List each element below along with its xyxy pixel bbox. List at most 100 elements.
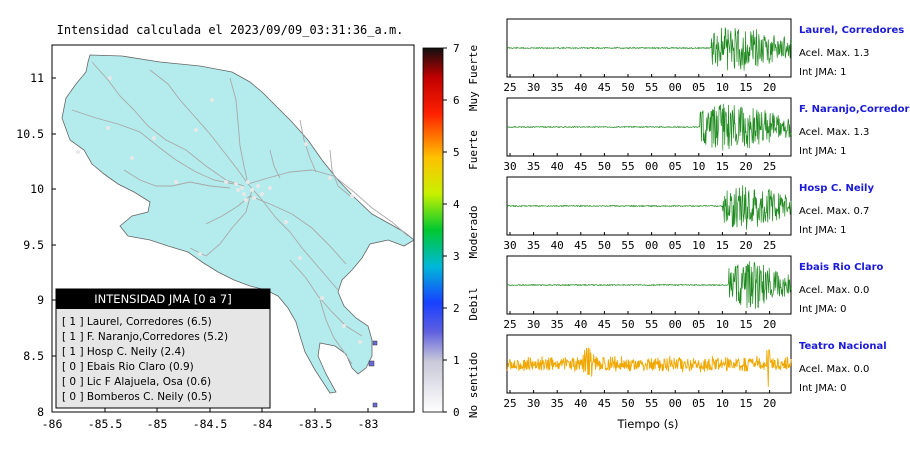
town-markers bbox=[76, 76, 362, 344]
seismogram-x-tick-label: 30 bbox=[527, 81, 540, 94]
seismogram-x-tick-label: 55 bbox=[645, 397, 658, 410]
seismogram-x-tick-label: 55 bbox=[621, 239, 634, 252]
colorbar-ticks: 0 1 2 3 4 5 6 7 bbox=[443, 42, 460, 419]
seismogram-x-tick-label: 40 bbox=[574, 81, 587, 94]
seismogram-x-tick-label: 10 bbox=[716, 397, 729, 410]
colorbar-tick-label: 4 bbox=[453, 198, 460, 211]
road-network bbox=[71, 61, 409, 365]
map-x-tick-label: -83.5 bbox=[298, 417, 333, 431]
colorbar-tick-label: 7 bbox=[453, 42, 460, 55]
seismogram-x-tick-label: 45 bbox=[574, 239, 587, 252]
time-axis-label: Tiempo (s) bbox=[616, 417, 678, 431]
seismogram-x-tick-label: 10 bbox=[692, 160, 705, 173]
seismogram-x-tick-label: 45 bbox=[598, 318, 611, 331]
seismogram-x-tick-label: 20 bbox=[763, 81, 776, 94]
seismogram-x-tick-label: 50 bbox=[621, 81, 634, 94]
seismogram-x-tick-label: 35 bbox=[551, 81, 564, 94]
seismogram-x-tick-label: 25 bbox=[503, 318, 516, 331]
legend-title: INTENSIDAD JMA [0 a 7] bbox=[94, 292, 231, 306]
seismogram-panel: 25 30 35 40 45 50 55 00 05 10 15 20 Laurel, Corredor… bbox=[503, 18, 904, 94]
map-y-tick-label: 8.5 bbox=[23, 349, 44, 363]
colorbar-category-label: No sentido bbox=[467, 352, 480, 418]
colorbar-tick-label: 5 bbox=[453, 146, 460, 159]
legend-item: [ 1 ] F. Naranjo,Corredores (5.2) bbox=[62, 331, 228, 343]
station-int-jma: Int JMA: 1 bbox=[799, 225, 847, 236]
seismogram-panels: 25 30 35 40 45 50 55 00 05 10 15 20 Laurel, Corredor… bbox=[503, 18, 910, 410]
intensity-legend: INTENSIDAD JMA [0 a 7] [ 1 ] Laurel, Cor… bbox=[55, 288, 271, 409]
seismogram-x-tick-label: 45 bbox=[598, 397, 611, 410]
seismogram-x-tick-label: 30 bbox=[527, 397, 540, 410]
seismogram-x-tick-label: 05 bbox=[692, 81, 705, 94]
map-y-tick-label: 9.5 bbox=[23, 238, 44, 252]
seismogram-x-tick-label: 25 bbox=[503, 81, 516, 94]
seismogram-x-tick-label: 10 bbox=[716, 81, 729, 94]
map-x-tick-label: -84.5 bbox=[193, 417, 228, 431]
legend-header bbox=[56, 289, 270, 309]
seismogram-x-tick-label: 15 bbox=[739, 397, 752, 410]
station-int-jma: Int JMA: 1 bbox=[799, 67, 847, 78]
map-y-tick-label: 10.5 bbox=[16, 127, 44, 141]
station-name: Hosp C. Neily bbox=[799, 183, 874, 194]
seismogram-panel: 25 30 35 40 45 50 55 00 05 10 15 20 Teatro Nacional A… bbox=[503, 334, 887, 410]
seismogram-x-tick-label: 40 bbox=[551, 160, 564, 173]
colorbar-tick-label: 6 bbox=[453, 94, 460, 107]
station-name: Teatro Nacional bbox=[799, 341, 887, 352]
station-acel-max: Acel. Max. 0.7 bbox=[799, 206, 869, 217]
seismogram-x-tick-label: 55 bbox=[621, 160, 634, 173]
seismogram-x-tick-label: 50 bbox=[598, 160, 611, 173]
seismogram-x-tick-label: 15 bbox=[739, 81, 752, 94]
station-name: F. Naranjo,Corredores bbox=[799, 104, 910, 115]
legend-item: [ 0 ] Ebais Rio Claro (0.9) bbox=[62, 361, 194, 373]
station-acel-max: Acel. Max. 1.3 bbox=[799, 48, 869, 59]
colorbar-category-label: Muy Fuerte bbox=[467, 45, 480, 111]
map-y-tick-label: 8 bbox=[37, 405, 44, 419]
colorbar-category-label: Debil bbox=[467, 287, 480, 320]
seismogram-x-tick-label: 20 bbox=[763, 397, 776, 410]
station-acel-max: Acel. Max. 0.0 bbox=[799, 285, 869, 296]
seismogram-x-tick-label: 25 bbox=[503, 397, 516, 410]
seismogram-x-tick-label: 50 bbox=[621, 397, 634, 410]
seismogram-x-tick-label: 10 bbox=[692, 239, 705, 252]
seismogram-x-tick-label: 10 bbox=[716, 318, 729, 331]
map-y-tick-label: 11 bbox=[30, 71, 44, 85]
map-title: Intensidad calculada el 2023/09/09_03:31… bbox=[57, 23, 404, 37]
map-x-tick-label: -85.5 bbox=[88, 417, 123, 431]
seismogram-x-tick-label: 00 bbox=[669, 397, 682, 410]
seismogram-x-tick-label: 50 bbox=[621, 318, 634, 331]
seismogram-x-tick-label: 40 bbox=[574, 318, 587, 331]
intensity-map: Intensidad calculada el 2023/09/09_03:31… bbox=[16, 23, 415, 431]
station-int-jma: Int JMA: 0 bbox=[799, 383, 847, 394]
seismogram-x-tick-label: 30 bbox=[503, 239, 516, 252]
seismogram-x-tick-label: 20 bbox=[739, 160, 752, 173]
seismogram-x-tick-label: 20 bbox=[739, 239, 752, 252]
seismogram-panel: 30 35 40 45 50 55 00 05 10 15 20 25 F. Naranjo,Corre… bbox=[503, 97, 910, 173]
seismogram-panel: 25 30 35 40 45 50 55 00 05 10 15 20 Ebais Rio Claro A… bbox=[503, 255, 884, 331]
colorbar-category-label: Moderado bbox=[467, 206, 480, 259]
seismogram-x-tick-label: 40 bbox=[551, 239, 564, 252]
map-y-tick-label: 10 bbox=[30, 182, 44, 196]
seismogram-x-tick-label: 15 bbox=[716, 160, 729, 173]
seismogram-x-tick-label: 20 bbox=[763, 318, 776, 331]
seismogram-x-tick-label: 45 bbox=[574, 160, 587, 173]
map-y-tick-label: 9 bbox=[37, 293, 44, 307]
colorbar-tick-label: 0 bbox=[453, 406, 460, 419]
seismogram-x-tick-label: 05 bbox=[692, 318, 705, 331]
seismogram-x-tick-label: 15 bbox=[716, 239, 729, 252]
map-x-tick-label: -85 bbox=[147, 417, 168, 431]
colorbar-tick-label: 1 bbox=[453, 354, 460, 367]
seismogram-x-tick-label: 40 bbox=[574, 397, 587, 410]
intensity-colorbar: 0 1 2 3 4 5 6 7 No sentido Debil Moderado Fuert… bbox=[422, 42, 480, 419]
seismogram-panel: 30 35 40 45 50 55 00 05 10 15 20 25 Hosp C. Neily Ace… bbox=[503, 176, 874, 252]
station-name: Laurel, Corredores bbox=[799, 25, 904, 36]
seismogram-x-tick-label: 35 bbox=[527, 239, 540, 252]
colorbar-tick-label: 2 bbox=[453, 302, 460, 315]
seismogram-trace bbox=[506, 185, 792, 230]
seismogram-trace bbox=[506, 261, 792, 309]
seismogram-x-tick-label: 00 bbox=[645, 239, 658, 252]
colorbar-gradient bbox=[422, 47, 444, 413]
seismogram-x-tick-label: 00 bbox=[669, 81, 682, 94]
colorbar-category-label: Fuerte bbox=[467, 130, 480, 170]
seismogram-x-tick-label: 00 bbox=[645, 160, 658, 173]
station-name: Ebais Rio Claro bbox=[799, 262, 884, 273]
map-y-ticks: 11 10.5 10 9.5 9 8.5 8 bbox=[16, 71, 56, 419]
